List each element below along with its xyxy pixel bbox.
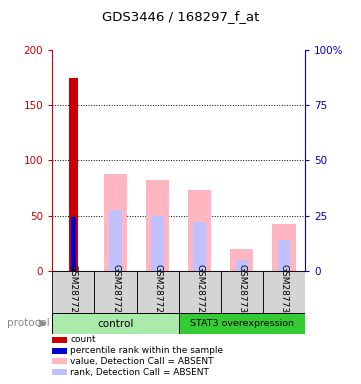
Bar [95,271,136,313]
Bar [52,313,179,334]
Text: control: control [97,318,134,329]
Text: percentile rank within the sample: percentile rank within the sample [70,346,223,355]
Bar [278,240,290,271]
Text: rank, Detection Call = ABSENT: rank, Detection Call = ABSENT [70,367,209,377]
Bar [193,222,206,271]
Text: GSM287728: GSM287728 [153,265,162,319]
Bar [230,249,253,271]
Bar [136,271,179,313]
Bar [69,78,78,271]
Bar [52,271,95,313]
Text: value, Detection Call = ABSENT: value, Detection Call = ABSENT [70,357,214,366]
Bar [146,180,169,271]
Text: GSM287726: GSM287726 [69,265,78,319]
Text: GSM287731: GSM287731 [279,265,288,319]
Bar [221,271,263,313]
Bar [151,215,164,271]
Text: GSM287730: GSM287730 [238,265,246,319]
Bar [188,190,211,271]
Bar [109,210,122,271]
Bar [179,313,305,334]
Text: protocol: protocol [7,318,50,328]
Bar [179,271,221,313]
Text: count: count [70,335,96,344]
Bar [263,271,305,313]
Bar [104,174,127,271]
Text: GSM287729: GSM287729 [195,265,204,319]
Text: STAT3 overexpression: STAT3 overexpression [190,319,294,328]
Bar [273,224,296,271]
Bar [236,260,248,271]
Bar [71,217,75,271]
Text: GSM287727: GSM287727 [111,265,120,319]
Text: GDS3446 / 168297_f_at: GDS3446 / 168297_f_at [102,10,259,23]
